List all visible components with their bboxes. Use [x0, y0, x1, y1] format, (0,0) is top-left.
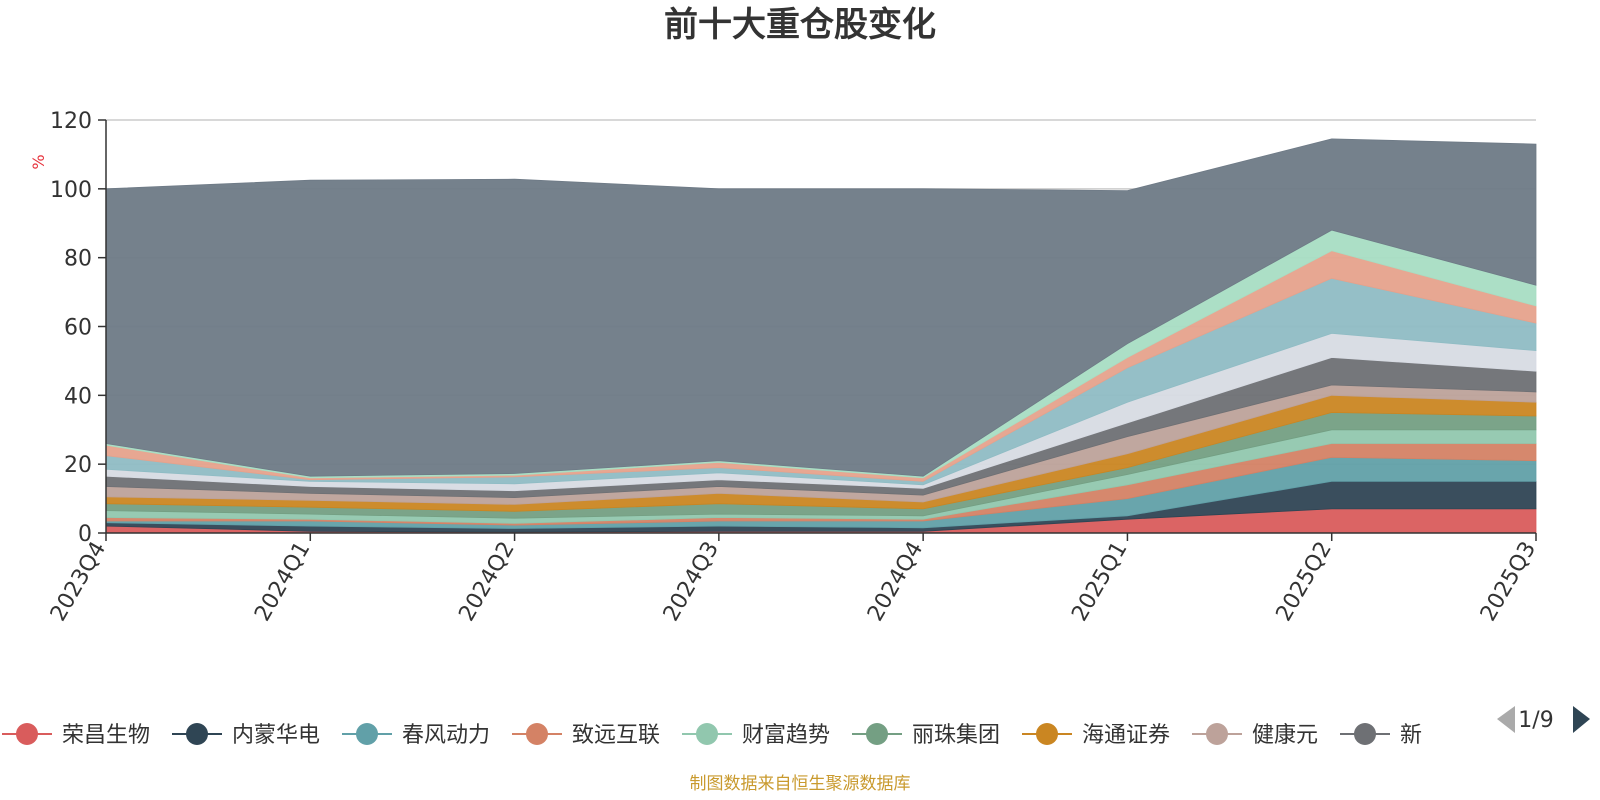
legend-item[interactable]: 致远互联	[512, 723, 660, 748]
area-series-14[interactable]	[105, 138, 1537, 477]
x-tick-label: 2023Q4	[46, 538, 111, 626]
legend-page-indicator: 1/9	[1518, 708, 1553, 733]
y-tick-label: 100	[50, 178, 92, 203]
legend-circle-icon	[16, 723, 38, 745]
x-tick-label: 2024Q4	[863, 538, 928, 626]
legend-label: 财富趋势	[742, 723, 830, 748]
legend-next-icon[interactable]	[1573, 706, 1590, 733]
legend-circle-icon	[1036, 723, 1058, 745]
legend-label: 海通证券	[1082, 723, 1170, 748]
legend-label: 荣昌生物	[62, 723, 150, 748]
y-axis-unit: %	[29, 154, 48, 169]
y-tick-label: 20	[64, 453, 92, 478]
y-tick-label: 0	[78, 522, 92, 547]
legend-label: 内蒙华电	[232, 723, 320, 748]
legend-prev-icon[interactable]	[1497, 706, 1515, 733]
y-tick-label: 120	[50, 109, 92, 134]
legend: 荣昌生物 内蒙华电 春风动力 致远互联 财富趋势 丽珠集团 海通证券 健康元 新	[2, 723, 1422, 748]
source-note: 制图数据来自恒生聚源数据库	[690, 774, 911, 794]
legend-circle-icon	[186, 723, 208, 745]
y-tick-label: 40	[64, 384, 92, 409]
area-series	[105, 138, 1537, 534]
legend-item[interactable]: 财富趋势	[682, 723, 830, 748]
x-tick-label: 2025Q2	[1272, 538, 1337, 626]
legend-circle-icon	[1206, 723, 1228, 745]
legend-item[interactable]: 海通证券	[1022, 723, 1170, 748]
legend-circle-icon	[1354, 723, 1376, 745]
legend-item[interactable]: 春风动力	[342, 723, 490, 748]
y-tick-label: 60	[64, 316, 92, 341]
x-tick-label: 2025Q1	[1067, 538, 1132, 626]
y-tick-label: 80	[64, 247, 92, 272]
x-tick-label: 2025Q3	[1476, 538, 1541, 626]
legend-circle-icon	[696, 723, 718, 745]
x-tick-label: 2024Q1	[250, 538, 315, 626]
legend-circle-icon	[356, 723, 378, 745]
legend-circle-icon	[526, 723, 548, 745]
legend-item[interactable]: 内蒙华电	[172, 723, 320, 748]
legend-label: 丽珠集团	[912, 723, 1000, 748]
legend-label: 致远互联	[572, 723, 660, 748]
legend-pager: 1/9	[1497, 706, 1590, 733]
legend-circle-icon	[866, 723, 888, 745]
legend-item[interactable]: 丽珠集团	[852, 723, 1000, 748]
legend-item[interactable]: 荣昌生物	[2, 723, 150, 748]
legend-item[interactable]: 健康元	[1192, 723, 1318, 748]
legend-item[interactable]: 新	[1340, 723, 1422, 748]
x-tick-label: 2024Q2	[454, 538, 519, 626]
legend-label: 新	[1400, 723, 1422, 748]
x-tick-label: 2024Q3	[659, 538, 724, 626]
chart-title: 前十大重仓股变化	[664, 5, 936, 45]
legend-label: 春风动力	[402, 723, 490, 748]
legend-label: 健康元	[1252, 723, 1318, 748]
